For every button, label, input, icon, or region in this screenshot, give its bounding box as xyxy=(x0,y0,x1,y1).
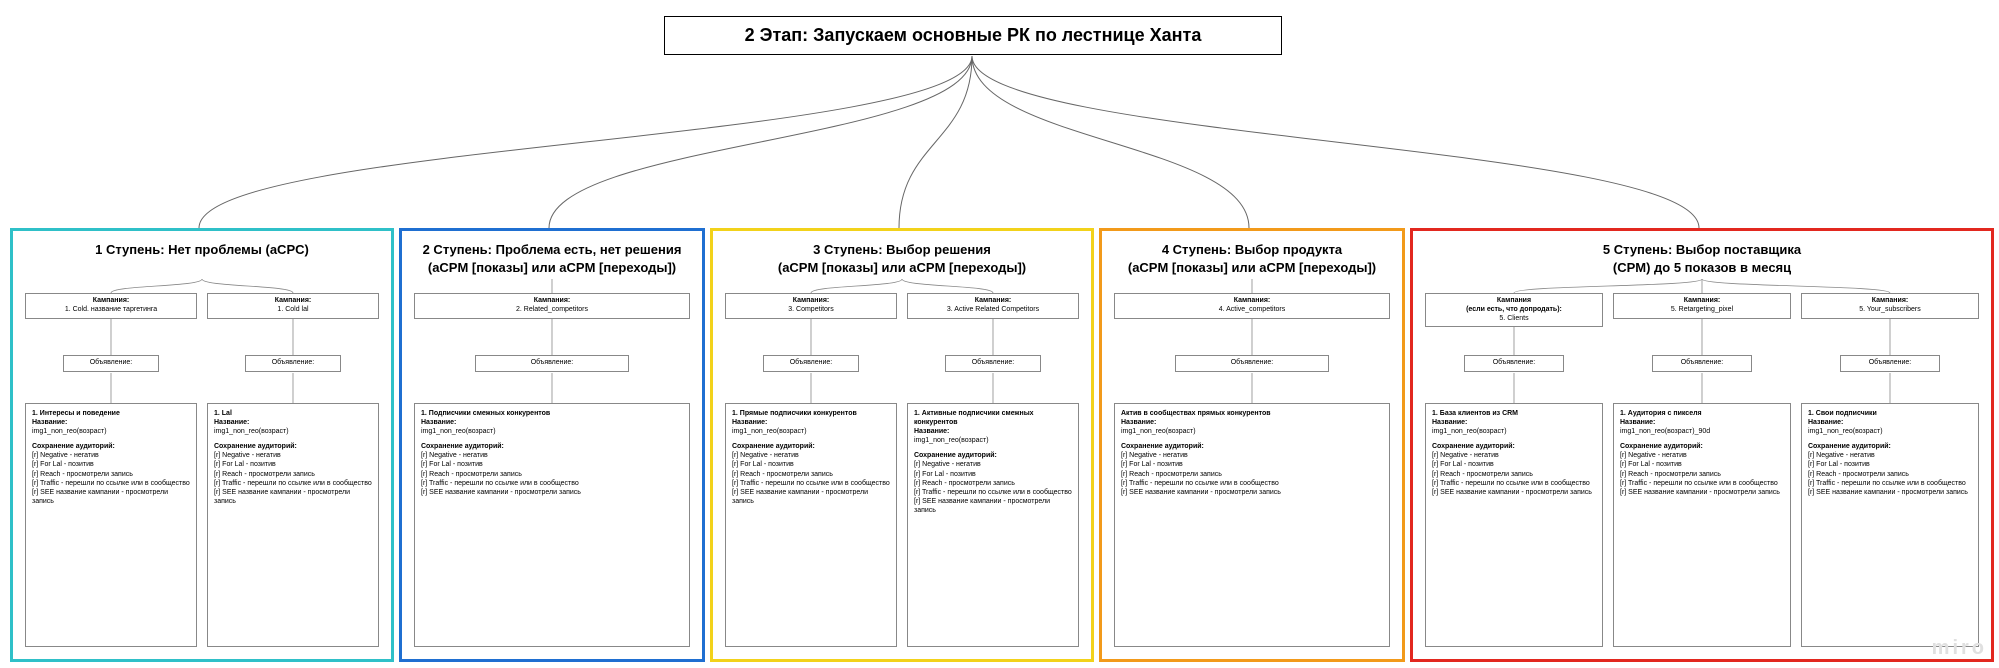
ad-box: Объявление: xyxy=(1840,355,1940,372)
campaign-box: Кампания:2. Related_competitors xyxy=(414,293,690,319)
campaign-box: Кампания:1. Cold lal xyxy=(207,293,379,319)
stage-1: 1 Ступень: Нет проблемы (aCPC) Кампания:1… xyxy=(10,228,394,662)
campaign-box: Кампания:4. Active_competitors xyxy=(1114,293,1390,319)
ad-box: Объявление: xyxy=(63,355,159,372)
detail-box: 1. Интересы и поведениеНазвание:img1_non… xyxy=(25,403,197,647)
campaign-box: Кампания:5. Your_subscribers xyxy=(1801,293,1979,319)
stage-4: 4 Ступень: Выбор продукта (aCPM [показы]… xyxy=(1099,228,1405,662)
detail-box: Актив в сообществах прямых конкурентовНа… xyxy=(1114,403,1390,647)
ad-box: Объявление: xyxy=(1464,355,1564,372)
stage-3: 3 Ступень: Выбор решения (aCPM [показы] … xyxy=(710,228,1094,662)
stage-2: 2 Ступень: Проблема есть, нет решения (a… xyxy=(399,228,705,662)
campaign-box: Кампания:1. Cold. название таргетинга xyxy=(25,293,197,319)
ad-box: Объявление: xyxy=(1652,355,1752,372)
detail-box: 1. Прямые подписчики конкурентовНазвание… xyxy=(725,403,897,647)
ad-box: Объявление: xyxy=(1175,355,1330,372)
stage-title: 4 Ступень: Выбор продукта (aCPM [показы]… xyxy=(1102,231,1402,286)
watermark: miro xyxy=(1932,637,1987,660)
detail-box: 1. Аудитория с пикселяНазвание:img1_non_… xyxy=(1613,403,1791,647)
root-node: 2 Этап: Запускаем основные РК по лестниц… xyxy=(664,16,1282,55)
stage-title: 3 Ступень: Выбор решения (aCPM [показы] … xyxy=(713,231,1091,286)
campaign-box: Кампания:3. Active Related Competitors xyxy=(907,293,1079,319)
campaign-box: Кампания:3. Competitors xyxy=(725,293,897,319)
detail-box: 1. База клиентов из CRMНазвание:img1_non… xyxy=(1425,403,1603,647)
ad-box: Объявление: xyxy=(475,355,630,372)
stage-title: 5 Ступень: Выбор поставщика (CPM) до 5 п… xyxy=(1413,231,1991,286)
ad-box: Объявление: xyxy=(245,355,341,372)
detail-box: 1. Активные подписчики смежных конкурент… xyxy=(907,403,1079,647)
ad-box: Объявление: xyxy=(763,355,859,372)
detail-box: 1. LalНазвание:img1_non_reo(возраст)Сохр… xyxy=(207,403,379,647)
campaign-box: Кампания:5. Retargeting_pixel xyxy=(1613,293,1791,319)
ad-box: Объявление: xyxy=(945,355,1041,372)
stage-5: 5 Ступень: Выбор поставщика (CPM) до 5 п… xyxy=(1410,228,1994,662)
detail-box: 1. Подписчики смежных конкурентовНазвани… xyxy=(414,403,690,647)
campaign-box: Кампания(если есть, что допродать):5. Cl… xyxy=(1425,293,1603,327)
detail-box: 1. Свои подписчикиНазвание:img1_non_reo(… xyxy=(1801,403,1979,647)
stage-title: 1 Ступень: Нет проблемы (aCPC) xyxy=(13,231,391,269)
stage-title: 2 Ступень: Проблема есть, нет решения (a… xyxy=(402,231,702,286)
